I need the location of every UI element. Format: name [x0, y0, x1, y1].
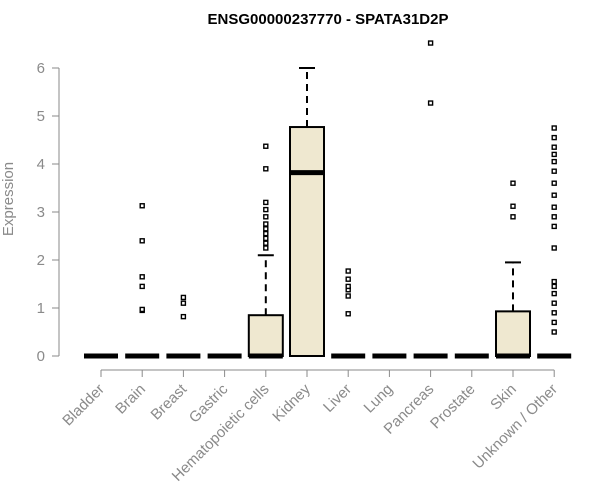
x-tick-label: Lung — [361, 381, 397, 417]
outlier-point — [427, 40, 434, 46]
outlier-point — [263, 230, 269, 237]
x-tick-label: Prostate — [427, 381, 479, 433]
y-tick-label: 6 — [37, 60, 45, 77]
y-tick-label: 3 — [37, 204, 45, 221]
outlier-point — [551, 214, 557, 220]
y-tick-label: 0 — [37, 348, 45, 365]
outlier-point — [345, 293, 351, 299]
outlier-point — [263, 226, 269, 232]
outlier-point — [551, 310, 557, 316]
y-tick-label: 5 — [37, 108, 45, 125]
outlier-point — [551, 144, 557, 150]
box-body — [247, 314, 284, 358]
outlier-point — [551, 300, 557, 306]
outlier-point — [180, 313, 187, 320]
outlier-point — [510, 214, 516, 220]
outlier-point — [510, 180, 516, 186]
x-tick-label: Brain — [112, 381, 149, 418]
outlier-point — [551, 278, 557, 285]
outlier-point — [551, 151, 557, 158]
box-body — [495, 310, 531, 357]
chart-title: ENSG00000237770 - SPATA31D2P — [208, 11, 449, 28]
y-tick-label: 4 — [37, 156, 45, 173]
outlier-point — [139, 238, 145, 244]
x-tick-label: Liver — [320, 381, 355, 416]
outlier-point — [263, 199, 269, 206]
outlier-point — [551, 192, 557, 198]
outlier-point — [551, 245, 557, 251]
x-tick-label: Skin — [487, 381, 520, 414]
outlier-point — [180, 294, 187, 301]
outlier-point — [551, 168, 557, 174]
outlier-point — [139, 203, 145, 209]
outlier-point — [345, 311, 351, 317]
y-axis-title: Expression — [0, 162, 17, 236]
outlier-point — [551, 319, 557, 326]
outlier-point — [139, 283, 145, 290]
outlier-point — [263, 240, 269, 246]
outlier-point — [551, 283, 557, 290]
outlier-point — [263, 214, 269, 220]
outlier-point — [180, 300, 187, 306]
x-tick-label: Bladder — [59, 381, 108, 430]
outlier-point — [263, 143, 269, 149]
y-tick-label: 1 — [37, 300, 45, 317]
outlier-point — [345, 268, 351, 274]
box-group — [331, 268, 366, 359]
box-group — [125, 203, 160, 359]
plot-area — [84, 40, 572, 359]
outlier-point — [263, 235, 269, 242]
box-group — [537, 125, 572, 359]
outlier-point — [263, 245, 269, 251]
outlier-point — [427, 100, 434, 106]
outlier-point — [139, 306, 145, 313]
box-body — [289, 126, 325, 358]
outlier-point — [551, 134, 557, 141]
box-group — [413, 40, 448, 359]
outlier-point — [263, 166, 269, 172]
outlier-point — [551, 223, 557, 230]
outlier-point — [263, 206, 269, 213]
outlier-point — [551, 204, 557, 210]
outlier-point — [551, 180, 557, 186]
outlier-point — [345, 276, 351, 282]
outlier-point — [551, 125, 557, 131]
outlier-point — [510, 203, 516, 209]
outlier-point — [263, 221, 269, 227]
box-group — [166, 294, 201, 359]
outlier-point — [345, 283, 351, 290]
outlier-point — [139, 274, 145, 280]
y-tick-label: 2 — [37, 252, 45, 269]
outlier-point — [551, 158, 557, 165]
box-group — [289, 67, 325, 358]
outlier-point — [551, 290, 557, 297]
box-group — [495, 180, 531, 359]
x-tick-label: Kidney — [269, 380, 314, 425]
outlier-point — [551, 329, 557, 335]
x-tick-label: Breast — [148, 380, 191, 423]
box-group — [247, 143, 284, 359]
y-axis: 0 1 2 3 4 5 6 — [37, 60, 60, 365]
